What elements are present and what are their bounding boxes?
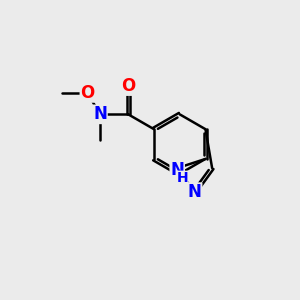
Text: N: N [170,161,184,179]
Text: O: O [80,84,94,102]
Text: N: N [93,105,107,123]
Text: H: H [177,171,188,185]
Text: O: O [121,77,135,95]
Text: N: N [188,183,202,201]
